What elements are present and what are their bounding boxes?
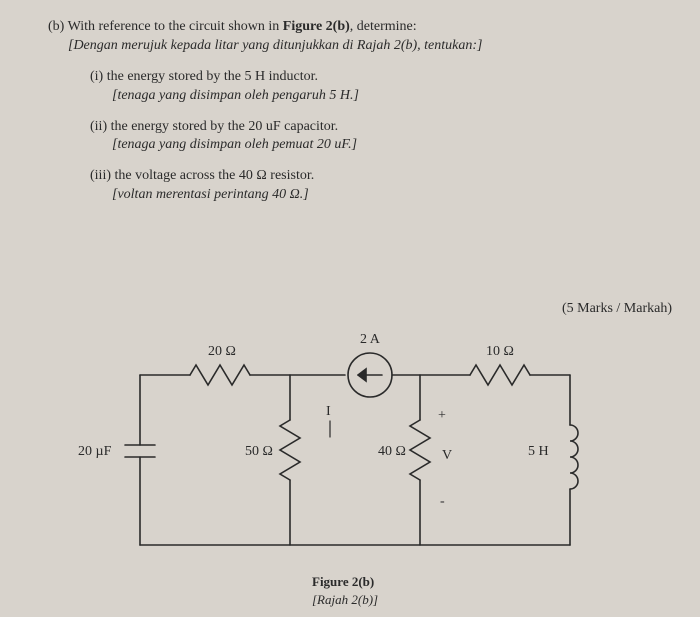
item-ms: [voltan merentasi perintang 40 Ω.] xyxy=(112,186,672,205)
label-ind: 5 H xyxy=(528,443,549,462)
item-num: (ii) xyxy=(90,119,107,134)
figure-caption: Figure 2(b) [Rajah 2(b)] xyxy=(312,573,378,608)
intro-ms: [Dengan merujuk kepada litar yang ditunj… xyxy=(68,37,672,56)
label-cap: 20 µF xyxy=(78,443,111,462)
label-src: 2 A xyxy=(360,331,380,350)
label-r20: 20 Ω xyxy=(208,343,236,362)
label-r40: 40 Ω xyxy=(378,443,406,462)
item-ms: [tenaga yang disimpan oleh pengaruh 5 H.… xyxy=(112,87,672,106)
item-ms: [tenaga yang disimpan oleh pemuat 20 uF.… xyxy=(112,136,672,155)
label-r50: 50 Ω xyxy=(245,443,273,462)
circuit-svg xyxy=(80,335,640,565)
item-en: the energy stored by the 20 uF capacitor… xyxy=(111,119,339,134)
part-label: (b) xyxy=(48,19,64,34)
intro-en-1: With reference to the circuit shown in xyxy=(68,19,283,34)
item-en: the voltage across the 40 Ω resistor. xyxy=(115,168,315,183)
label-plus: + xyxy=(438,407,446,426)
item-num: (i) xyxy=(90,69,103,84)
item-en: the energy stored by the 5 H inductor. xyxy=(107,69,318,84)
label-i: I xyxy=(326,403,331,422)
question-item: (i) the energy stored by the 5 H inducto… xyxy=(90,68,672,106)
circuit-diagram: 20 µF 20 Ω 50 Ω 40 Ω 10 Ω 5 H 2 A V + - … xyxy=(80,335,640,600)
fig-ref: Figure 2(b) xyxy=(283,19,350,34)
intro-en-2: , determine: xyxy=(350,19,417,34)
marks-label: (5 Marks / Markah) xyxy=(562,300,672,319)
question-item: (ii) the energy stored by the 20 uF capa… xyxy=(90,118,672,156)
label-minus: - xyxy=(440,493,445,512)
item-num: (iii) xyxy=(90,168,111,183)
question-intro: (b) With reference to the circuit shown … xyxy=(48,18,672,56)
question-item: (iii) the voltage across the 40 Ω resist… xyxy=(90,167,672,205)
label-r10: 10 Ω xyxy=(486,343,514,362)
label-v: V xyxy=(442,447,452,466)
